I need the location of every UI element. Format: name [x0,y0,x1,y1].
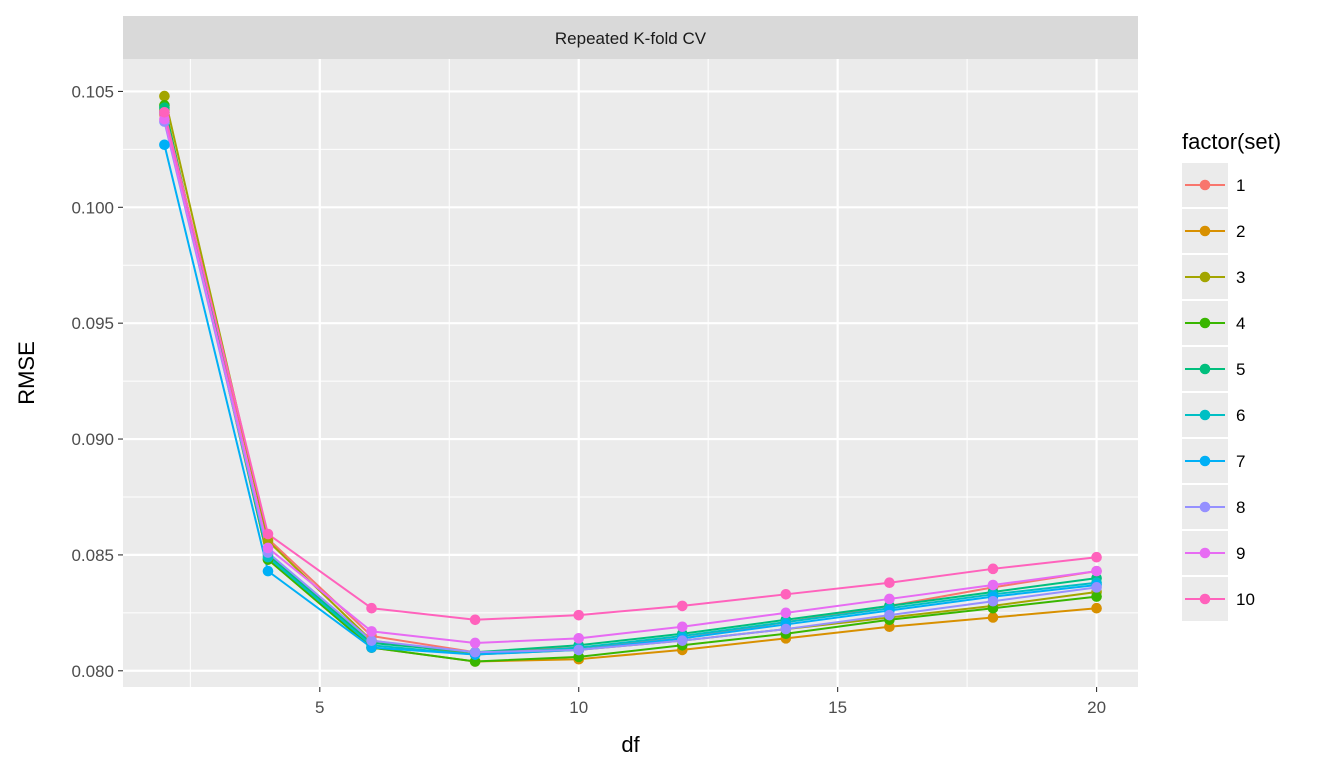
data-point-8 [987,595,999,607]
legend-key-point [1199,501,1211,513]
data-point-10 [884,577,895,589]
data-point-8 [676,635,688,646]
series-lines [163,95,1097,663]
data-point-10 [573,609,585,621]
x-tick-label: 10 [569,698,588,717]
legend-label: 1 [1236,176,1245,195]
data-point-9 [1091,565,1102,577]
data-point-9 [987,579,999,591]
legend-label: 2 [1236,222,1245,241]
data-point-10 [159,106,170,118]
y-tick-label: 0.085 [71,546,114,565]
legend-key-point [1199,363,1211,375]
facet-title: Repeated K-fold CV [555,29,707,48]
legend-label: 7 [1236,452,1245,471]
y-tick-label: 0.105 [71,82,114,101]
gridlines [123,59,1138,687]
legend-label: 6 [1236,406,1245,425]
legend-key-point [1199,225,1211,237]
series-line-9 [163,119,1097,644]
data-point-8 [366,635,377,646]
legend-item-3: 3 [1182,255,1245,299]
data-point-10 [987,563,999,575]
data-point-8 [469,646,481,658]
series-points [159,90,1102,667]
data-point-9 [262,542,274,554]
plot-panel [123,59,1138,687]
data-point-10 [469,614,481,626]
legend-item-1: 1 [1182,163,1245,207]
legend-item-7: 7 [1182,439,1245,483]
legend-label: 8 [1236,498,1245,517]
y-tick-label: 0.100 [71,198,114,217]
data-point-9 [676,621,688,633]
data-point-4 [1091,591,1102,602]
legend-key-point [1199,179,1211,191]
legend-key-point [1199,409,1211,421]
data-point-8 [573,644,585,656]
y-axis: 0.080 0.085 0.090 0.095 0.100 0.105 [71,82,123,681]
data-point-10 [1091,551,1102,563]
y-tick-label: 0.090 [71,430,114,449]
legend-key-point [1199,271,1211,283]
series-line-5 [163,107,1097,654]
data-point-10 [676,600,688,612]
legend-key-point [1199,317,1211,329]
data-point-9 [469,637,481,649]
y-tick-label: 0.080 [71,662,114,681]
legend-label: 10 [1236,590,1255,609]
data-point-7 [159,139,170,151]
legend-item-10: 10 [1182,577,1255,621]
legend-key-point [1199,547,1211,559]
data-point-10 [262,528,274,540]
data-point-3 [159,90,170,102]
facet-strip [123,16,1138,59]
data-point-8 [780,623,792,635]
series-line-1 [163,114,1097,654]
data-point-10 [780,589,792,600]
legend-item-6: 6 [1182,393,1245,437]
y-axis-title: RMSE [14,341,39,405]
legend-key-point [1199,455,1211,467]
legend-item-9: 9 [1182,531,1245,575]
legend-item-8: 8 [1182,485,1245,529]
data-point-9 [780,607,792,619]
x-tick-label: 15 [828,698,847,717]
legend-label: 3 [1236,268,1245,287]
legend-title: factor(set) [1182,129,1281,154]
data-point-2 [987,612,999,623]
legend-key-point [1199,593,1211,605]
series-line-4 [163,105,1097,663]
data-point-7 [262,565,274,577]
data-point-9 [884,593,895,605]
legend-item-4: 4 [1182,301,1245,345]
data-point-10 [366,602,377,614]
series-line-8 [163,121,1097,654]
data-point-8 [1091,582,1102,593]
x-tick-label: 5 [315,698,324,717]
data-point-9 [573,633,585,644]
legend-label: 9 [1236,544,1245,563]
series-line-10 [163,112,1097,621]
x-tick-label: 20 [1087,698,1106,717]
legend-label: 5 [1236,360,1245,379]
series-line-6 [163,112,1097,656]
x-axis-title: df [621,732,640,757]
legend: factor(set) 1 2 3 4 5 6 7 8 9 10 [1182,129,1281,621]
legend-item-5: 5 [1182,347,1245,391]
legend-item-2: 2 [1182,209,1245,253]
series-line-7 [163,144,1097,656]
data-point-9 [366,626,377,637]
legend-label: 4 [1236,314,1245,333]
data-point-8 [884,609,895,621]
x-axis: 5 10 15 20 [315,687,1106,717]
y-tick-label: 0.095 [71,314,114,333]
data-point-2 [1091,602,1102,614]
